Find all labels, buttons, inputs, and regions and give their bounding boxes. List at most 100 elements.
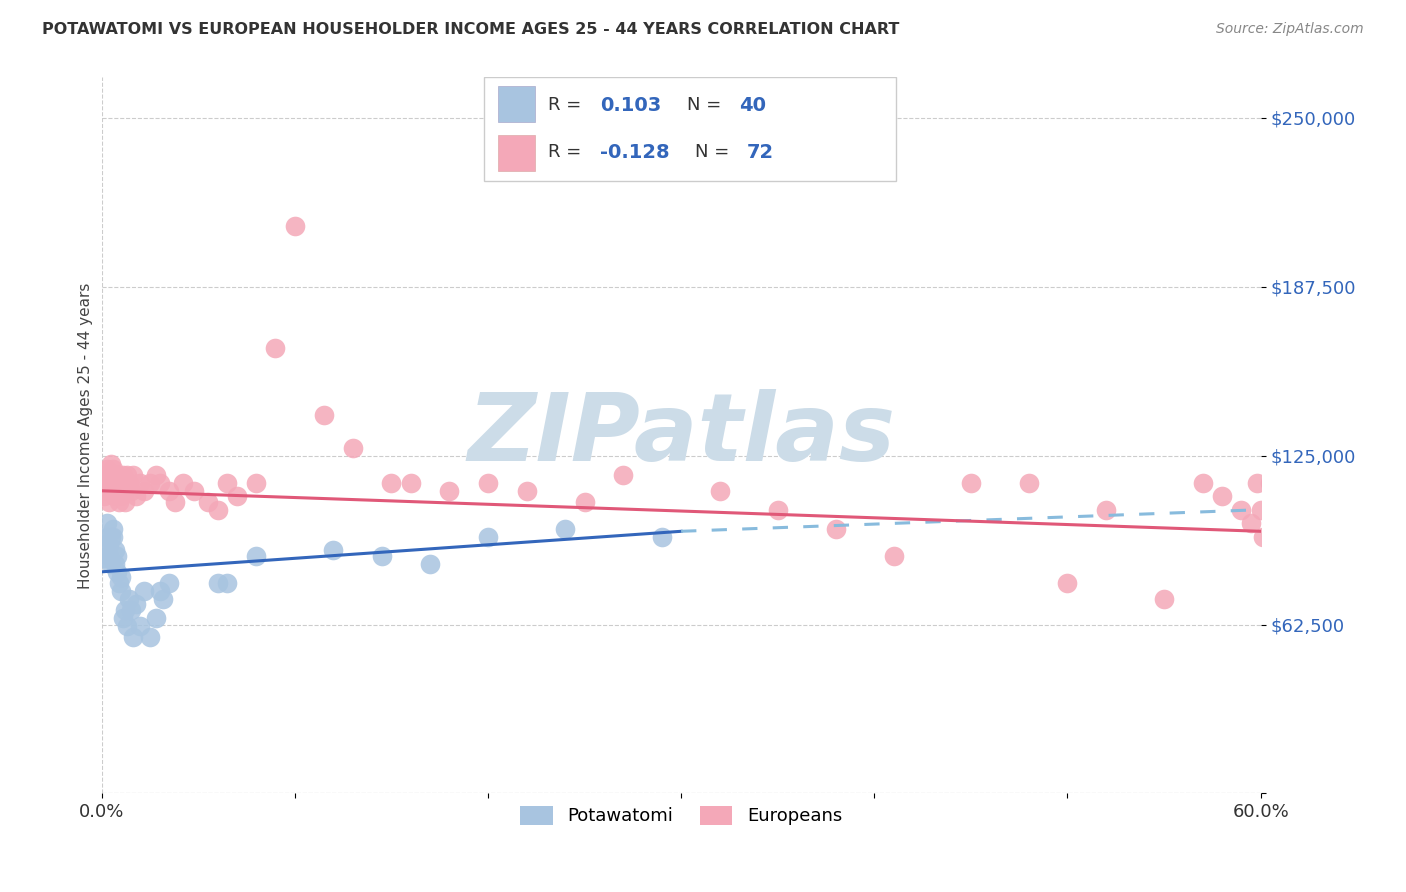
Point [245,549,267,563]
Point [125,489,148,503]
Text: N =: N = [688,96,727,114]
Point [139,630,162,644]
Point [439,483,461,498]
Point [380,475,402,490]
Point [108,475,131,490]
Point [120,483,142,498]
Point [98,475,121,490]
Text: R =: R = [548,96,586,114]
Point [104,557,127,571]
Point [1056,575,1078,590]
FancyBboxPatch shape [498,135,536,171]
Point [93,489,115,503]
Point [100,467,122,482]
FancyBboxPatch shape [498,87,536,122]
Point [104,543,127,558]
Point [105,549,128,563]
Point [709,483,731,498]
Point [245,475,267,490]
Point [103,462,125,476]
Point [183,483,205,498]
Point [370,549,392,563]
Point [197,494,219,508]
Point [145,467,167,482]
Point [1251,530,1274,544]
Point [96,475,118,490]
Point [103,522,125,536]
Point [1246,475,1268,490]
Point [132,583,155,598]
Point [651,530,673,544]
Point [217,475,239,490]
Point [883,549,905,563]
Point [145,611,167,625]
Point [225,489,247,503]
Point [96,530,118,544]
Point [264,341,287,355]
Point [96,516,118,531]
Point [132,483,155,498]
Point [103,475,125,490]
Point [104,483,127,498]
Point [115,619,138,633]
Point [284,219,307,233]
Point [612,467,634,482]
Point [94,483,117,498]
Point [1268,467,1291,482]
Text: R =: R = [548,144,586,161]
Point [110,570,132,584]
Point [120,602,142,616]
Point [121,630,143,644]
Point [100,530,122,544]
Point [96,462,118,476]
Point [207,575,229,590]
Point [114,483,136,498]
Point [152,591,174,606]
Point [110,489,132,503]
Point [105,467,128,482]
Point [148,583,170,598]
Point [157,575,180,590]
Point [766,502,789,516]
Point [960,475,983,490]
Point [93,551,115,566]
Point [1211,489,1233,503]
Point [103,530,125,544]
Point [105,565,128,579]
Point [98,549,121,563]
Point [824,522,846,536]
Point [477,530,499,544]
Point [399,475,422,490]
Point [104,489,127,503]
Text: -0.128: -0.128 [600,143,669,161]
Point [111,467,134,482]
Point [98,538,121,552]
Point [157,483,180,498]
Point [94,467,117,482]
Text: POTAWATOMI VS EUROPEAN HOUSEHOLDER INCOME AGES 25 - 44 YEARS CORRELATION CHART: POTAWATOMI VS EUROPEAN HOUSEHOLDER INCOM… [42,22,900,37]
Point [1153,591,1175,606]
Point [129,475,152,490]
Point [477,475,499,490]
Point [1258,475,1281,490]
Point [342,441,364,455]
Point [1250,502,1272,516]
Point [1018,475,1040,490]
Point [207,502,229,516]
Point [1240,516,1263,531]
Point [1191,475,1213,490]
Text: 72: 72 [747,143,775,161]
Point [98,494,121,508]
Point [105,475,128,490]
Text: Source: ZipAtlas.com: Source: ZipAtlas.com [1216,22,1364,37]
Point [312,408,335,422]
Point [121,467,143,482]
Legend: Potawatomi, Europeans: Potawatomi, Europeans [510,797,851,834]
Text: 40: 40 [740,96,766,115]
Point [163,494,186,508]
Point [115,467,138,482]
Point [110,475,132,490]
Y-axis label: Householder Income Ages 25 - 44 years: Householder Income Ages 25 - 44 years [79,282,93,589]
Point [114,494,136,508]
Point [117,591,139,606]
